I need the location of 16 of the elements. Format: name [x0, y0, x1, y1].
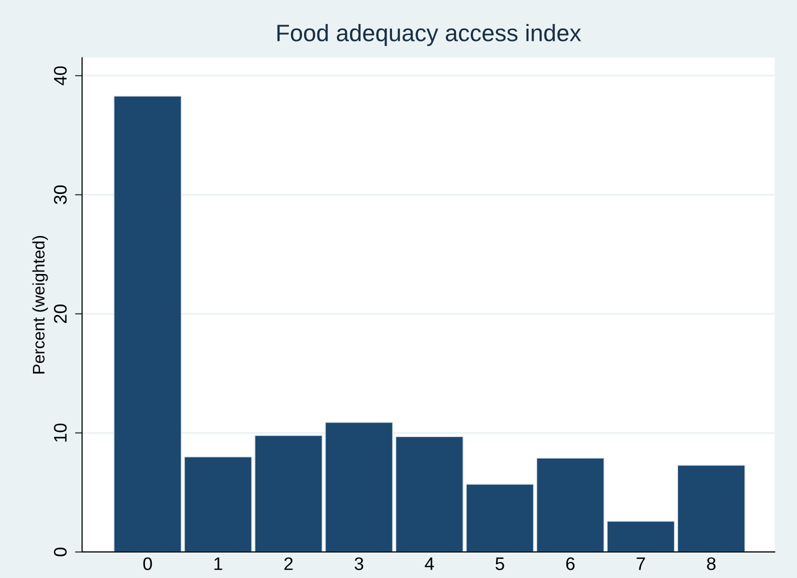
x-tick-label: 1	[214, 558, 222, 570]
x-tick-label: 7	[636, 558, 645, 570]
x-tick-label: 8	[707, 557, 716, 570]
x-tick-label: 3	[354, 557, 364, 570]
x-tick-label: 0	[143, 557, 152, 570]
y-tick-label: 20	[54, 304, 67, 323]
y-tick-label: 40	[54, 66, 67, 86]
y-tick-label: 30	[54, 185, 67, 204]
x-tick-label: 2	[284, 557, 293, 570]
y-tick-label: 10	[54, 424, 67, 442]
x-tick-label: 4	[424, 558, 434, 570]
x-tick-label: 6	[566, 557, 575, 570]
chart-title: Food adequacy access index	[277, 24, 582, 46]
x-tick-label: 5	[496, 558, 504, 570]
y-tick-label: 0	[54, 548, 67, 556]
y-axis-title: Percent (weighted)	[32, 236, 48, 374]
